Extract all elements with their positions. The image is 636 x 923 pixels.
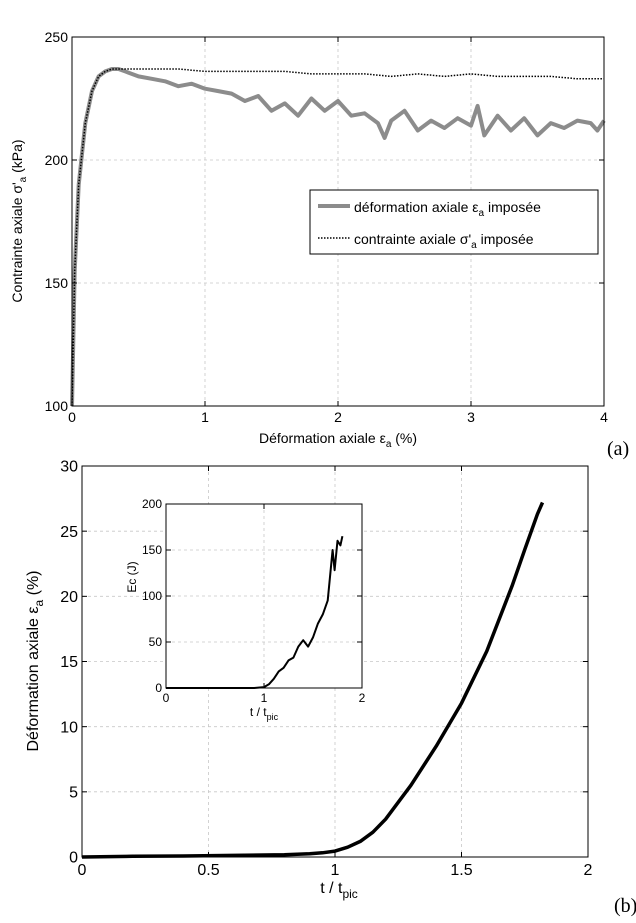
y-tick-label: 20	[60, 589, 78, 606]
panel-b-ylabel: Déformation axiale εa (%)	[25, 571, 46, 752]
series-line-0	[166, 535, 344, 689]
y-tick-label: 30	[60, 459, 78, 476]
inset-xlabel: t / tpic	[250, 705, 279, 722]
x-tick-label: 0	[163, 691, 170, 705]
x-tick-label: 2	[334, 409, 342, 425]
x-tick-label: 0	[78, 862, 87, 879]
x-tick-label: 1	[201, 409, 209, 425]
panel-b-xlabel: t / tpic	[320, 880, 358, 901]
y-tick-label: 5	[69, 784, 78, 801]
panel-a-series	[70, 67, 606, 407]
panel-b-label: (b)	[614, 895, 636, 917]
x-tick-label: 1	[261, 691, 268, 705]
panel-a: 0 1 2 3 4 100 150 200 250 déformation axiale εa …	[9, 29, 629, 460]
panel-a-label: (a)	[607, 438, 629, 460]
x-tick-label: 0.5	[197, 862, 219, 879]
x-tick-label: 2	[584, 862, 593, 879]
panel-a-ylabel: Contrainte axiale σ'a (kPa)	[9, 139, 29, 302]
series-line-0	[81, 501, 545, 859]
y-tick-label: 250	[45, 29, 69, 45]
panel-b-series	[81, 501, 545, 859]
inset-ticks: 0 1 2 0 50 100 150 200	[142, 497, 366, 705]
y-tick-label: 0	[69, 850, 78, 867]
x-tick-label: 3	[467, 409, 475, 425]
y-tick-label: 100	[142, 589, 162, 603]
y-tick-label: 25	[60, 524, 78, 541]
y-tick-label: 10	[60, 719, 78, 736]
inset-series	[166, 535, 344, 689]
x-tick-label: 1	[331, 862, 340, 879]
inset-grid	[166, 504, 362, 688]
y-tick-label: 150	[142, 543, 162, 557]
panel-a-ticks: 0 1 2 3 4 100 150 200 250	[45, 29, 608, 425]
panel-a-xlabel: Déformation axiale εa (%)	[259, 430, 417, 450]
x-tick-label: 2	[359, 691, 366, 705]
y-tick-label: 50	[149, 635, 163, 649]
y-tick-label: 150	[45, 275, 69, 291]
x-tick-label: 4	[600, 409, 608, 425]
y-tick-label: 200	[45, 152, 69, 168]
legend-label-imposed-strain: déformation axiale εa imposée	[354, 199, 541, 219]
y-tick-label: 15	[60, 654, 78, 671]
series-line-1	[71, 68, 604, 407]
y-tick-label: 0	[155, 681, 162, 695]
inset-ylabel: Ec (J)	[125, 561, 139, 592]
panel-a-grid	[72, 37, 604, 406]
x-tick-label: 1.5	[450, 862, 472, 879]
legend-box	[309, 189, 599, 255]
y-tick-label: 200	[142, 497, 162, 511]
panel-b-inset: 0 1 2 0 50 100 150 200 t / tpic Ec (J)	[125, 497, 366, 722]
x-tick-label: 0	[68, 409, 76, 425]
legend-label-imposed-stress: contrainte axiale σ'a imposée	[354, 231, 534, 251]
y-tick-label: 100	[45, 398, 69, 414]
panel-a-legend: déformation axiale εa imposée contrainte…	[309, 189, 599, 255]
